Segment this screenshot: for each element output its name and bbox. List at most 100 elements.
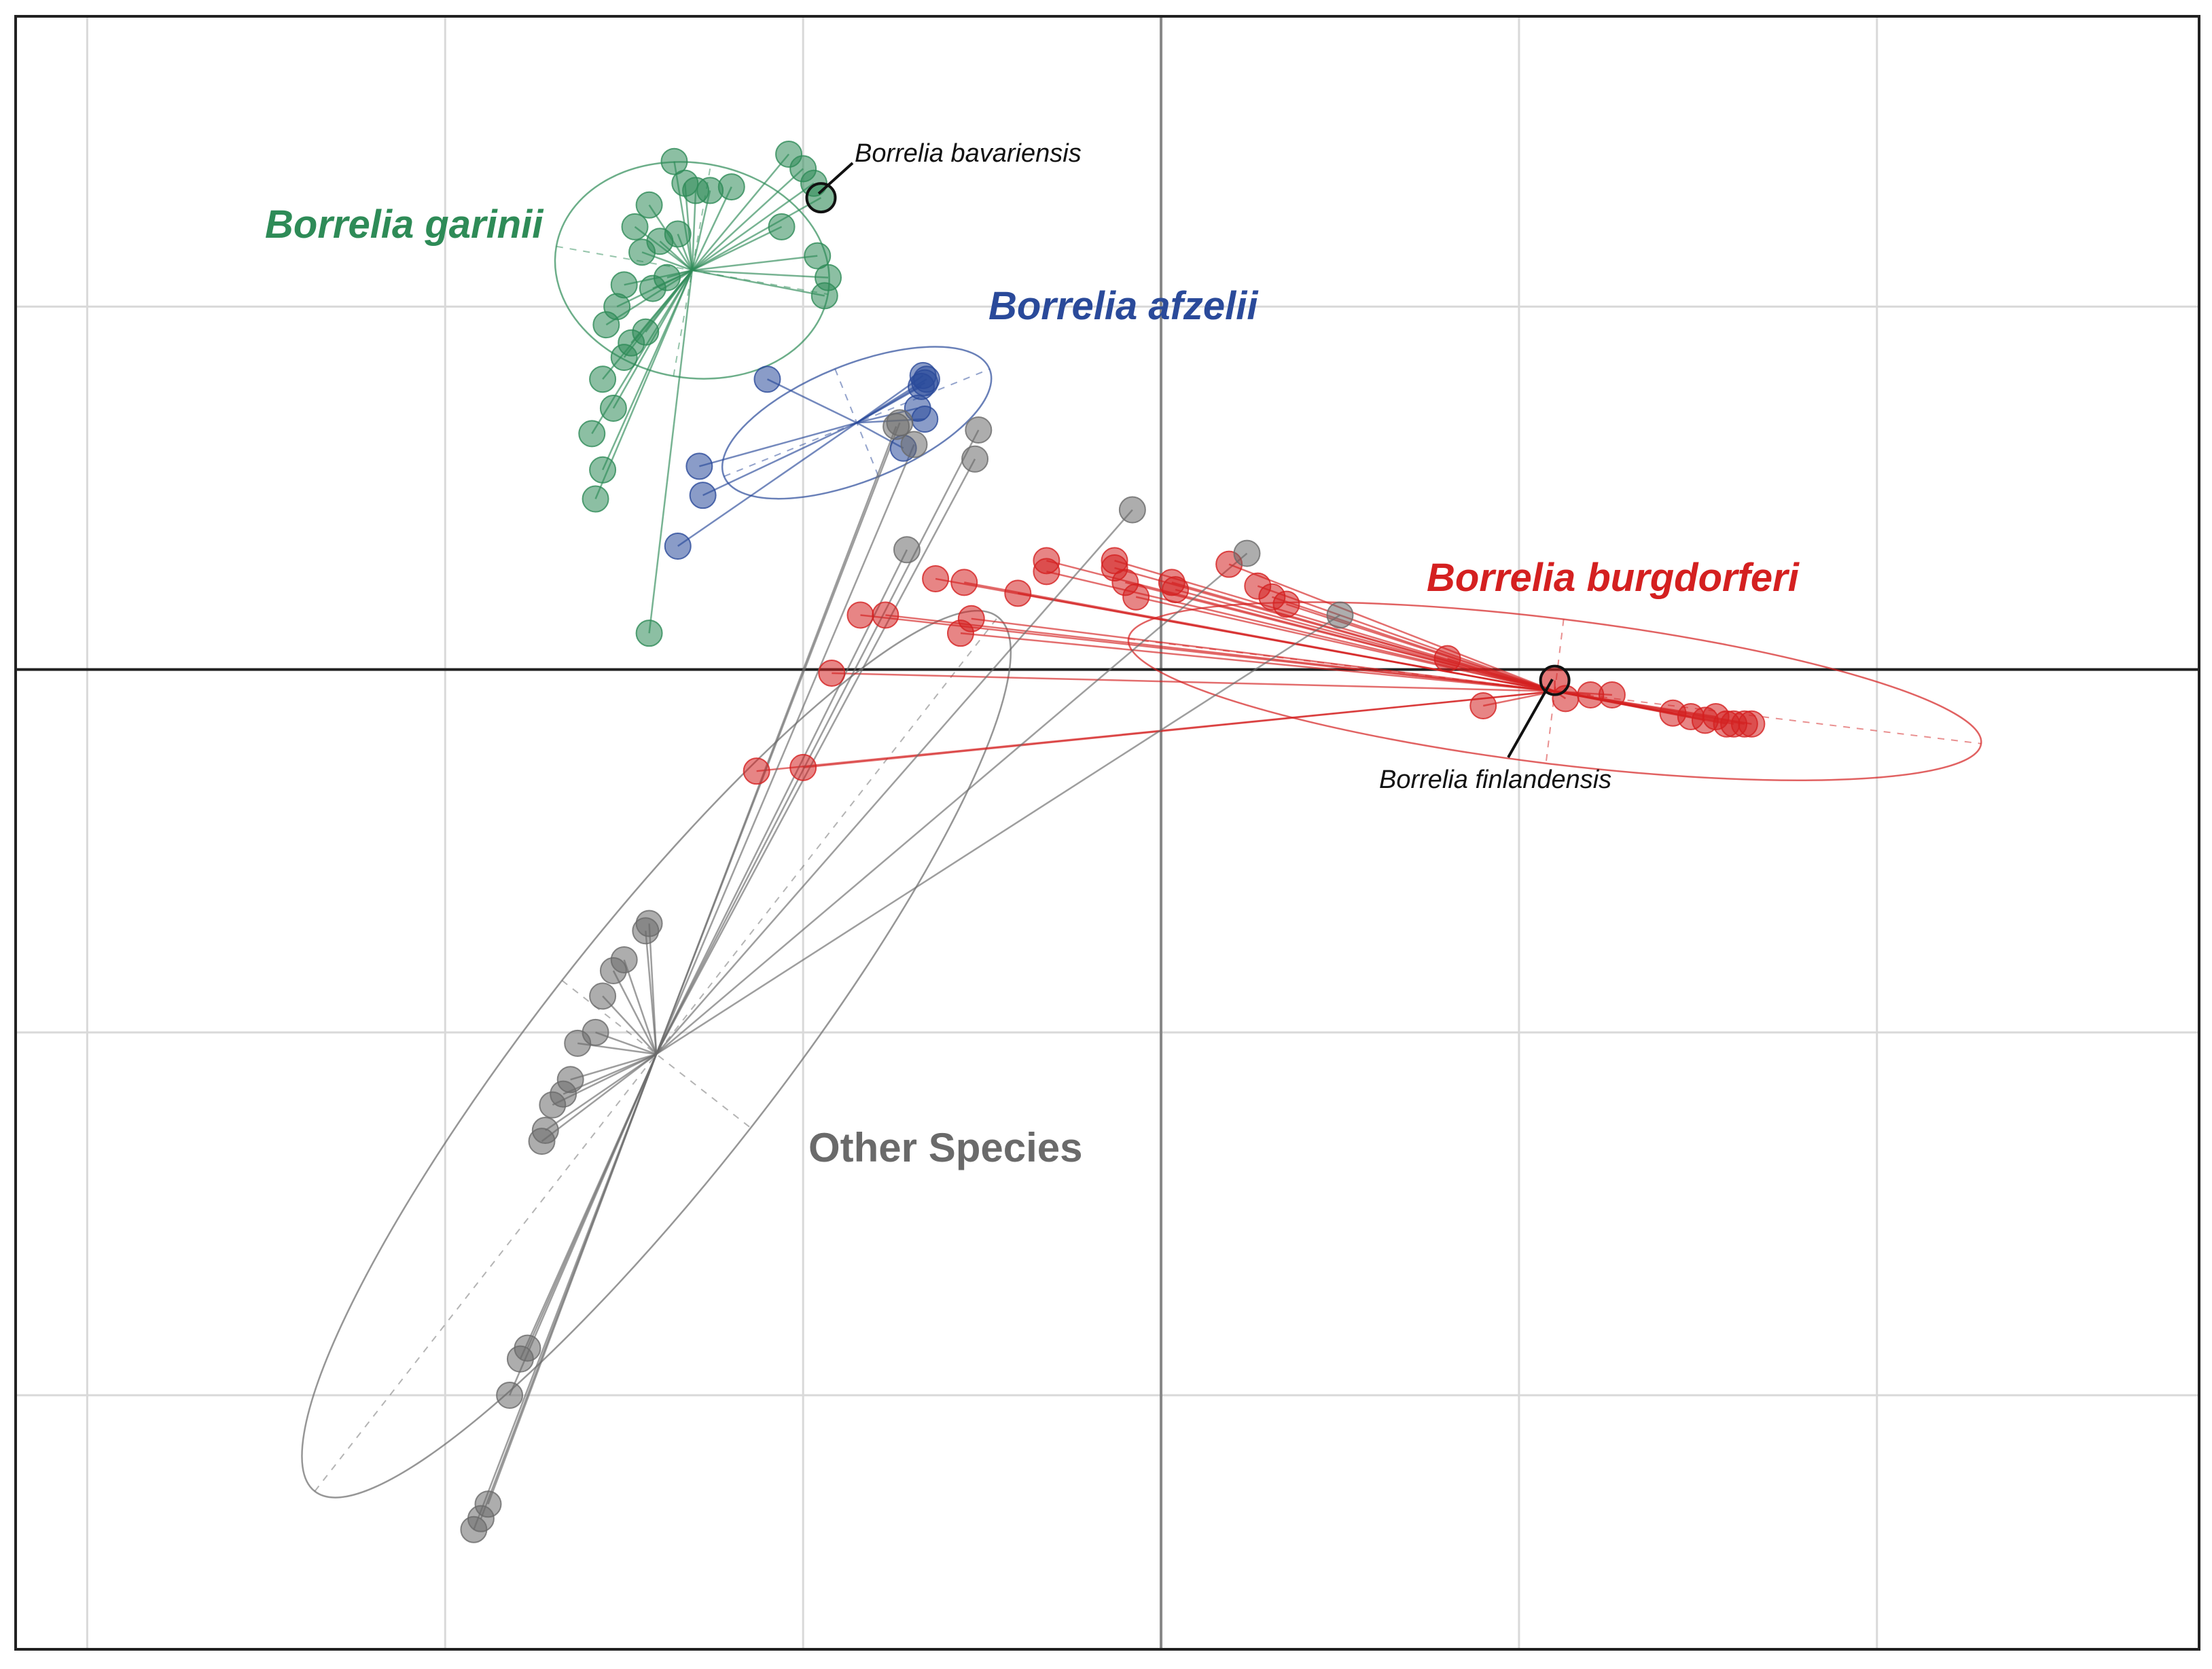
bavariensis-leader-line — [817, 162, 854, 195]
point-borrelia-afzelii-7 — [753, 365, 781, 393]
point-borrelia-burgdorferi-33 — [743, 757, 770, 785]
spoke-borrelia-garinii-28 — [692, 269, 829, 279]
spoke-borrelia-afzelii-7 — [766, 378, 857, 424]
label-other-species: Other Species — [808, 1125, 1083, 1170]
point-other-species-17 — [460, 1515, 488, 1543]
point-borrelia-garinii-26 — [768, 213, 796, 240]
spoke-other-species-7 — [570, 1053, 657, 1081]
spoke-borrelia-burgdorferi-34 — [803, 690, 1555, 769]
point-borrelia-garinii-16 — [589, 456, 617, 484]
point-borrelia-garinii-7 — [639, 274, 666, 302]
label-borrelia-finlandensis: Borrelia finlandensis — [1379, 766, 1611, 794]
point-borrelia-garinii-29 — [810, 282, 838, 310]
point-borrelia-burgdorferi-3 — [922, 565, 950, 593]
point-borrelia-garinii-27 — [804, 242, 832, 270]
spoke-other-species-2 — [623, 959, 658, 1055]
spoke-borrelia-burgdorferi-16 — [1228, 563, 1556, 692]
label-borrelia-garinii: Borrelia garinii — [265, 202, 544, 247]
label-borrelia-bavariensis: Borrelia bavariensis — [855, 139, 1082, 168]
point-borrelia-garinii-11 — [632, 318, 660, 346]
spoke-borrelia-burgdorferi-2 — [885, 614, 1555, 692]
spoke-borrelia-garinii-27 — [692, 255, 818, 272]
point-borrelia-burgdorferi-1 — [846, 601, 874, 629]
point-borrelia-afzelii-5 — [911, 405, 939, 433]
point-borrelia-burgdorferi-20 — [1433, 645, 1461, 672]
point-borrelia-garinii-17 — [582, 485, 609, 513]
point-borrelia-garinii-6 — [664, 220, 692, 248]
spoke-other-species-25 — [656, 552, 1248, 1055]
spoke-borrelia-afzelii-10 — [677, 422, 857, 547]
point-borrelia-garinii-2 — [621, 213, 649, 240]
point-other-species-13 — [506, 1345, 534, 1373]
spoke-other-species-1 — [645, 931, 658, 1054]
point-borrelia-afzelii-9 — [689, 482, 717, 509]
spoke-borrelia-garinii-23 — [691, 154, 790, 271]
spoke-borrelia-garinii-25 — [692, 182, 815, 271]
spoke-borrelia-garinii-29 — [692, 269, 825, 297]
point-borrelia-burgdorferi-15 — [1162, 576, 1190, 604]
spoke-borrelia-burgdorferi-20 — [1447, 658, 1555, 692]
point-borrelia-garinii-22 — [717, 173, 745, 201]
point-borrelia-burgdorferi-9 — [1033, 547, 1060, 575]
point-borrelia-burgdorferi-24 — [1598, 681, 1626, 708]
point-other-species-23 — [893, 536, 921, 564]
point-borrelia-garinii-30 — [635, 620, 663, 647]
grid-layer — [16, 16, 2199, 1649]
point-other-species-20 — [900, 431, 928, 459]
spoke-other-species-18 — [656, 429, 980, 1055]
spoke-other-species-11 — [541, 1053, 657, 1143]
spoke-borrelia-garinii-26 — [692, 226, 783, 272]
point-other-species-14 — [496, 1382, 524, 1410]
point-borrelia-afzelii-10 — [664, 532, 692, 560]
point-borrelia-burgdorferi-7 — [1004, 579, 1032, 607]
spoke-borrelia-burgdorferi-0 — [832, 672, 1555, 692]
point-other-species-6 — [564, 1029, 592, 1057]
ellipse-layer — [301, 161, 1982, 1498]
point-borrelia-afzelii-8 — [685, 452, 713, 480]
spoke-borrelia-burgdorferi-14 — [1171, 581, 1555, 692]
spoke-other-species-3 — [612, 970, 658, 1055]
spoke-other-species-10 — [545, 1053, 657, 1132]
spoke-borrelia-garinii-22 — [691, 186, 732, 271]
point-other-species-26 — [1326, 601, 1354, 629]
spoke-other-species-23 — [656, 549, 908, 1055]
spoke-borrelia-burgdorferi-12 — [1125, 581, 1555, 692]
spoke-other-species-19 — [656, 459, 976, 1055]
point-borrelia-burgdorferi-0 — [818, 659, 846, 687]
spoke-borrelia-burgdorferi-13 — [1135, 596, 1555, 692]
point-borrelia-garinii-3 — [635, 191, 663, 219]
spoke-other-species-20 — [655, 444, 915, 1055]
plot-frame — [14, 15, 2200, 1651]
point-borrelia-garinii-14 — [599, 394, 627, 422]
point-layer — [460, 141, 1766, 1543]
spoke-borrelia-burgdorferi-5 — [960, 632, 1555, 692]
point-other-species-11 — [528, 1128, 556, 1155]
spoke-layer — [473, 154, 1752, 1530]
point-borrelia-garinii-9 — [592, 311, 620, 339]
point-other-species-19 — [961, 445, 989, 473]
point-borrelia-burgdorferi-19 — [1272, 590, 1300, 618]
spoke-borrelia-afzelii-9 — [702, 422, 857, 497]
point-borrelia-garinii-12 — [610, 344, 638, 372]
point-borrelia-burgdorferi-2 — [872, 601, 899, 629]
spoke-borrelia-burgdorferi-15 — [1175, 588, 1555, 692]
spoke-borrelia-garinii-21 — [691, 190, 711, 271]
point-borrelia-garinii-15 — [578, 420, 606, 448]
point-other-species-18 — [965, 416, 993, 444]
point-borrelia-garinii-18 — [660, 147, 688, 175]
spoke-other-species-26 — [656, 614, 1341, 1055]
point-borrelia-burgdorferi-32 — [1738, 710, 1766, 738]
spoke-borrelia-burgdorferi-7 — [1018, 592, 1555, 692]
point-other-species-9 — [539, 1091, 567, 1119]
point-other-species-25 — [1233, 539, 1261, 567]
spoke-borrelia-garinii-30 — [648, 270, 694, 634]
point-borrelia-burgdorferi-13 — [1122, 583, 1150, 611]
spoke-other-species-24 — [656, 509, 1133, 1055]
point-borrelia-burgdorferi-4 — [950, 569, 978, 596]
highlight-point-borrelia-bavariensis — [805, 182, 837, 214]
point-borrelia-burgdorferi-6 — [957, 605, 985, 632]
axis-zero-lines — [16, 16, 2199, 1649]
point-borrelia-garinii-13 — [589, 365, 617, 393]
spoke-borrelia-bavariensis — [692, 197, 822, 272]
